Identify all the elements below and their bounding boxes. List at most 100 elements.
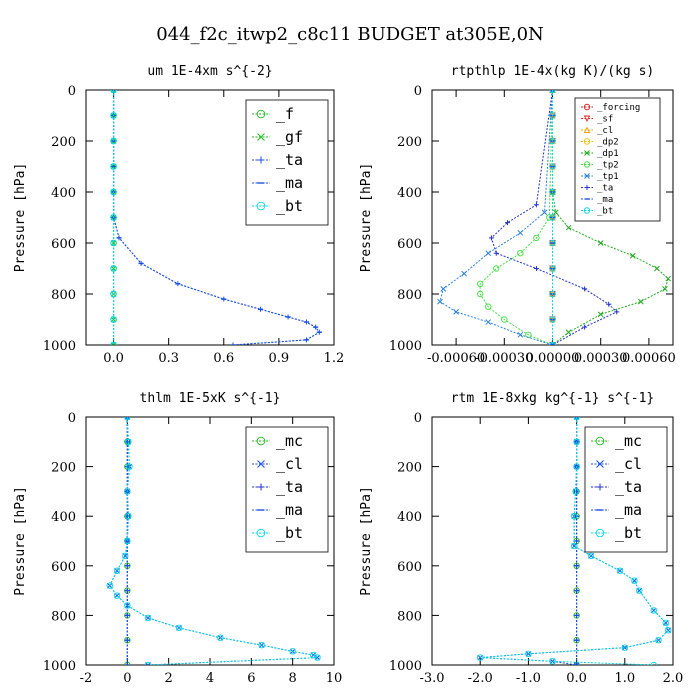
x-tick-label: -1.0 [516,671,541,686]
data-point [110,316,117,323]
data-point [488,235,494,241]
data-point [106,582,113,589]
y-axis-label: Pressure [hPa] [359,163,374,273]
data-point [573,438,580,445]
legend-label: _bt [276,524,303,542]
y-axis-label: Pressure [hPa] [13,486,28,596]
data-point [565,224,572,231]
x-tick-label: 0.0 [566,671,587,686]
x-tick-label: 0.3 [158,351,179,366]
legend-marker [583,207,591,214]
legend-label: _gf [276,128,303,146]
data-point [145,662,151,665]
legend-label: _f [276,105,294,123]
data-point [549,341,556,345]
x-tick-label: 0.00000 [526,351,580,366]
data-point [570,513,578,520]
data-point [110,90,117,94]
data-point [217,634,224,641]
data-point [122,552,129,560]
legend-label: _dp1 [597,149,619,159]
y-tick-label: 1000 [389,339,422,354]
data-point [654,265,660,272]
y-tick-label: 800 [397,288,422,303]
data-point [549,265,556,272]
data-point [124,537,131,545]
legend-label: _ma [597,195,613,205]
data-point [621,644,628,651]
x-tick-label: 0.6 [213,351,234,366]
figure-suptitle: 044_f2c_itwp2_c8c11 BUDGET at305E,0N [156,24,544,45]
series-line [439,90,553,345]
data-point [621,644,628,651]
data-point [505,220,511,226]
y-tick-label: 1000 [43,659,76,674]
data-point [549,316,556,323]
y-tick-label: 400 [51,186,76,201]
y-tick-label: 200 [397,135,422,150]
data-point [517,229,524,236]
legend-label: _sf [597,115,613,125]
x-tick-label: 1.0 [614,671,635,686]
data-point [549,239,556,247]
y-tick-label: 200 [51,135,76,150]
plot-frame [85,89,335,346]
data-point [636,587,643,594]
y-tick-label: 600 [51,237,76,252]
data-point [124,488,131,495]
data-point [573,662,580,665]
legend-box [584,426,668,553]
legend-label: _ma [615,501,642,519]
legend-marker [596,483,604,491]
y-tick-label: 800 [51,288,76,303]
legend-marker [583,126,591,133]
data-point [549,290,556,298]
data-point [113,592,121,599]
data-point [597,240,604,246]
legend-box [245,426,329,553]
legend-marker [256,528,266,538]
legend-label: _cl [615,455,642,473]
data-point [517,331,524,338]
data-point [552,209,559,216]
series-line [479,90,553,345]
data-point [549,90,556,94]
chart-panel-3: thlm 1E-5xK s^{-1} Pressure [hPa] -2 0 2 4 6 8 1… [13,391,342,686]
data-point [572,488,579,495]
y-tick-label: 800 [51,609,76,624]
y-tick-label: 0 [68,411,76,426]
data-point [110,214,117,221]
data-point [124,602,131,609]
data-point [485,303,492,310]
data-point [549,137,556,145]
data-point [541,209,548,216]
legend-label: _bt [597,207,613,217]
chart-panel-1: um 1E-4xm s^{-2} Pressure [hPa] 0.0 0.3 0.6 0… [13,64,344,366]
legend-label: _ta [276,478,303,496]
data-point [606,301,612,307]
data-point [533,202,539,208]
data-point [582,324,588,330]
data-point [533,234,540,242]
data-point [570,542,578,550]
data-point [582,286,588,292]
legend-marker [257,156,265,164]
legend-label: _ma [276,501,303,519]
panel-title: rtm 1E-8xkg kg^{-1} s^{-1} [451,391,655,406]
legend-marker [257,460,265,468]
legend-marker [583,138,591,145]
y-tick-label: 0 [414,84,422,99]
y-tick-label: 400 [51,510,76,525]
legend-label: _mc [615,432,642,450]
legend-marker [257,133,265,141]
legend-box [245,99,329,226]
panel-title: rtpthlp 1E-4x(kg K)/(kg s) [451,64,655,79]
data-point [493,265,500,272]
legend-label: _dp2 [597,138,619,148]
data-point [597,311,604,318]
series-group [110,90,322,345]
data-point [126,463,133,470]
x-tick-label: 10 [326,671,343,686]
legend-label: _ta [597,184,613,194]
data-point [440,286,447,292]
